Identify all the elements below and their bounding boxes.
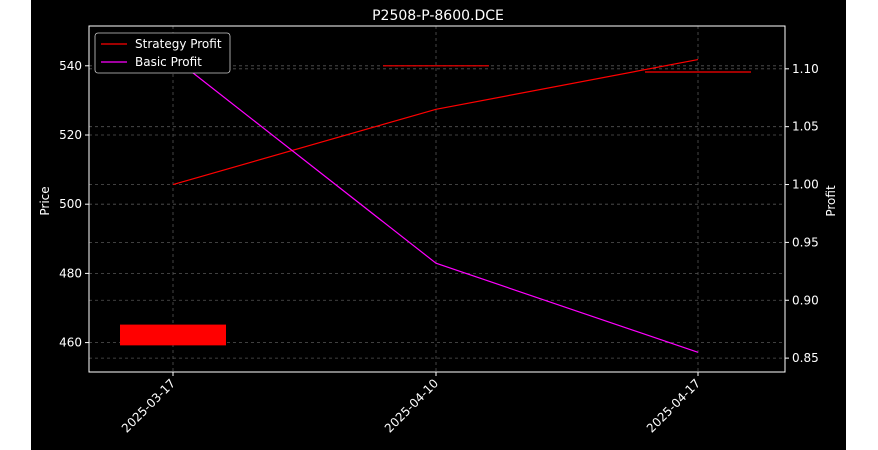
left-tick-label: 500: [59, 197, 82, 211]
legend-label: Basic Profit: [135, 55, 202, 69]
left-tick-label: 460: [59, 336, 82, 350]
x-axis: 2025-03-17 2025-04-10 2025-04-17: [119, 372, 703, 435]
y-axis-label-right: Profit: [824, 185, 838, 217]
price-marks: [120, 65, 751, 346]
figure: P2508-P-8600.DCE 460 480 500 520 540 0.85 0.9…: [31, 0, 846, 450]
right-tick-label: 1.10: [792, 62, 819, 76]
plot-frame: [88, 25, 786, 373]
right-tick-label: 0.95: [792, 235, 819, 249]
price-box: [120, 324, 226, 346]
left-tick-label: 520: [59, 128, 82, 142]
legend-label: Strategy Profit: [135, 37, 222, 51]
right-tick-label: 0.90: [792, 293, 819, 307]
chart-title: P2508-P-8600.DCE: [372, 8, 504, 24]
left-tick-label: 540: [59, 59, 82, 73]
profit-lines: [172, 56, 699, 353]
left-axis: 460 480 500 520 540: [59, 59, 89, 350]
legend-box: [94, 32, 231, 74]
right-tick-label: 0.85: [792, 351, 819, 365]
left-tick-label: 480: [59, 266, 82, 280]
x-tick-label: 2025-04-10: [382, 376, 441, 435]
right-tick-label: 1.05: [792, 120, 819, 134]
grid: [89, 26, 785, 372]
series-line: [172, 58, 699, 186]
x-tick-label: 2025-04-17: [644, 376, 703, 435]
y-axis-label-left: Price: [38, 186, 52, 215]
series-line: [172, 56, 699, 353]
right-tick-label: 1.00: [792, 178, 819, 192]
x-tick-label: 2025-03-17: [119, 376, 178, 435]
legend: Strategy Profit Basic Profit: [94, 32, 231, 74]
right-axis: 0.85 0.90 0.95 1.00 1.05 1.10: [785, 62, 819, 365]
chart-svg: P2508-P-8600.DCE 460 480 500 520 540 0.85 0.9…: [38, 8, 838, 435]
